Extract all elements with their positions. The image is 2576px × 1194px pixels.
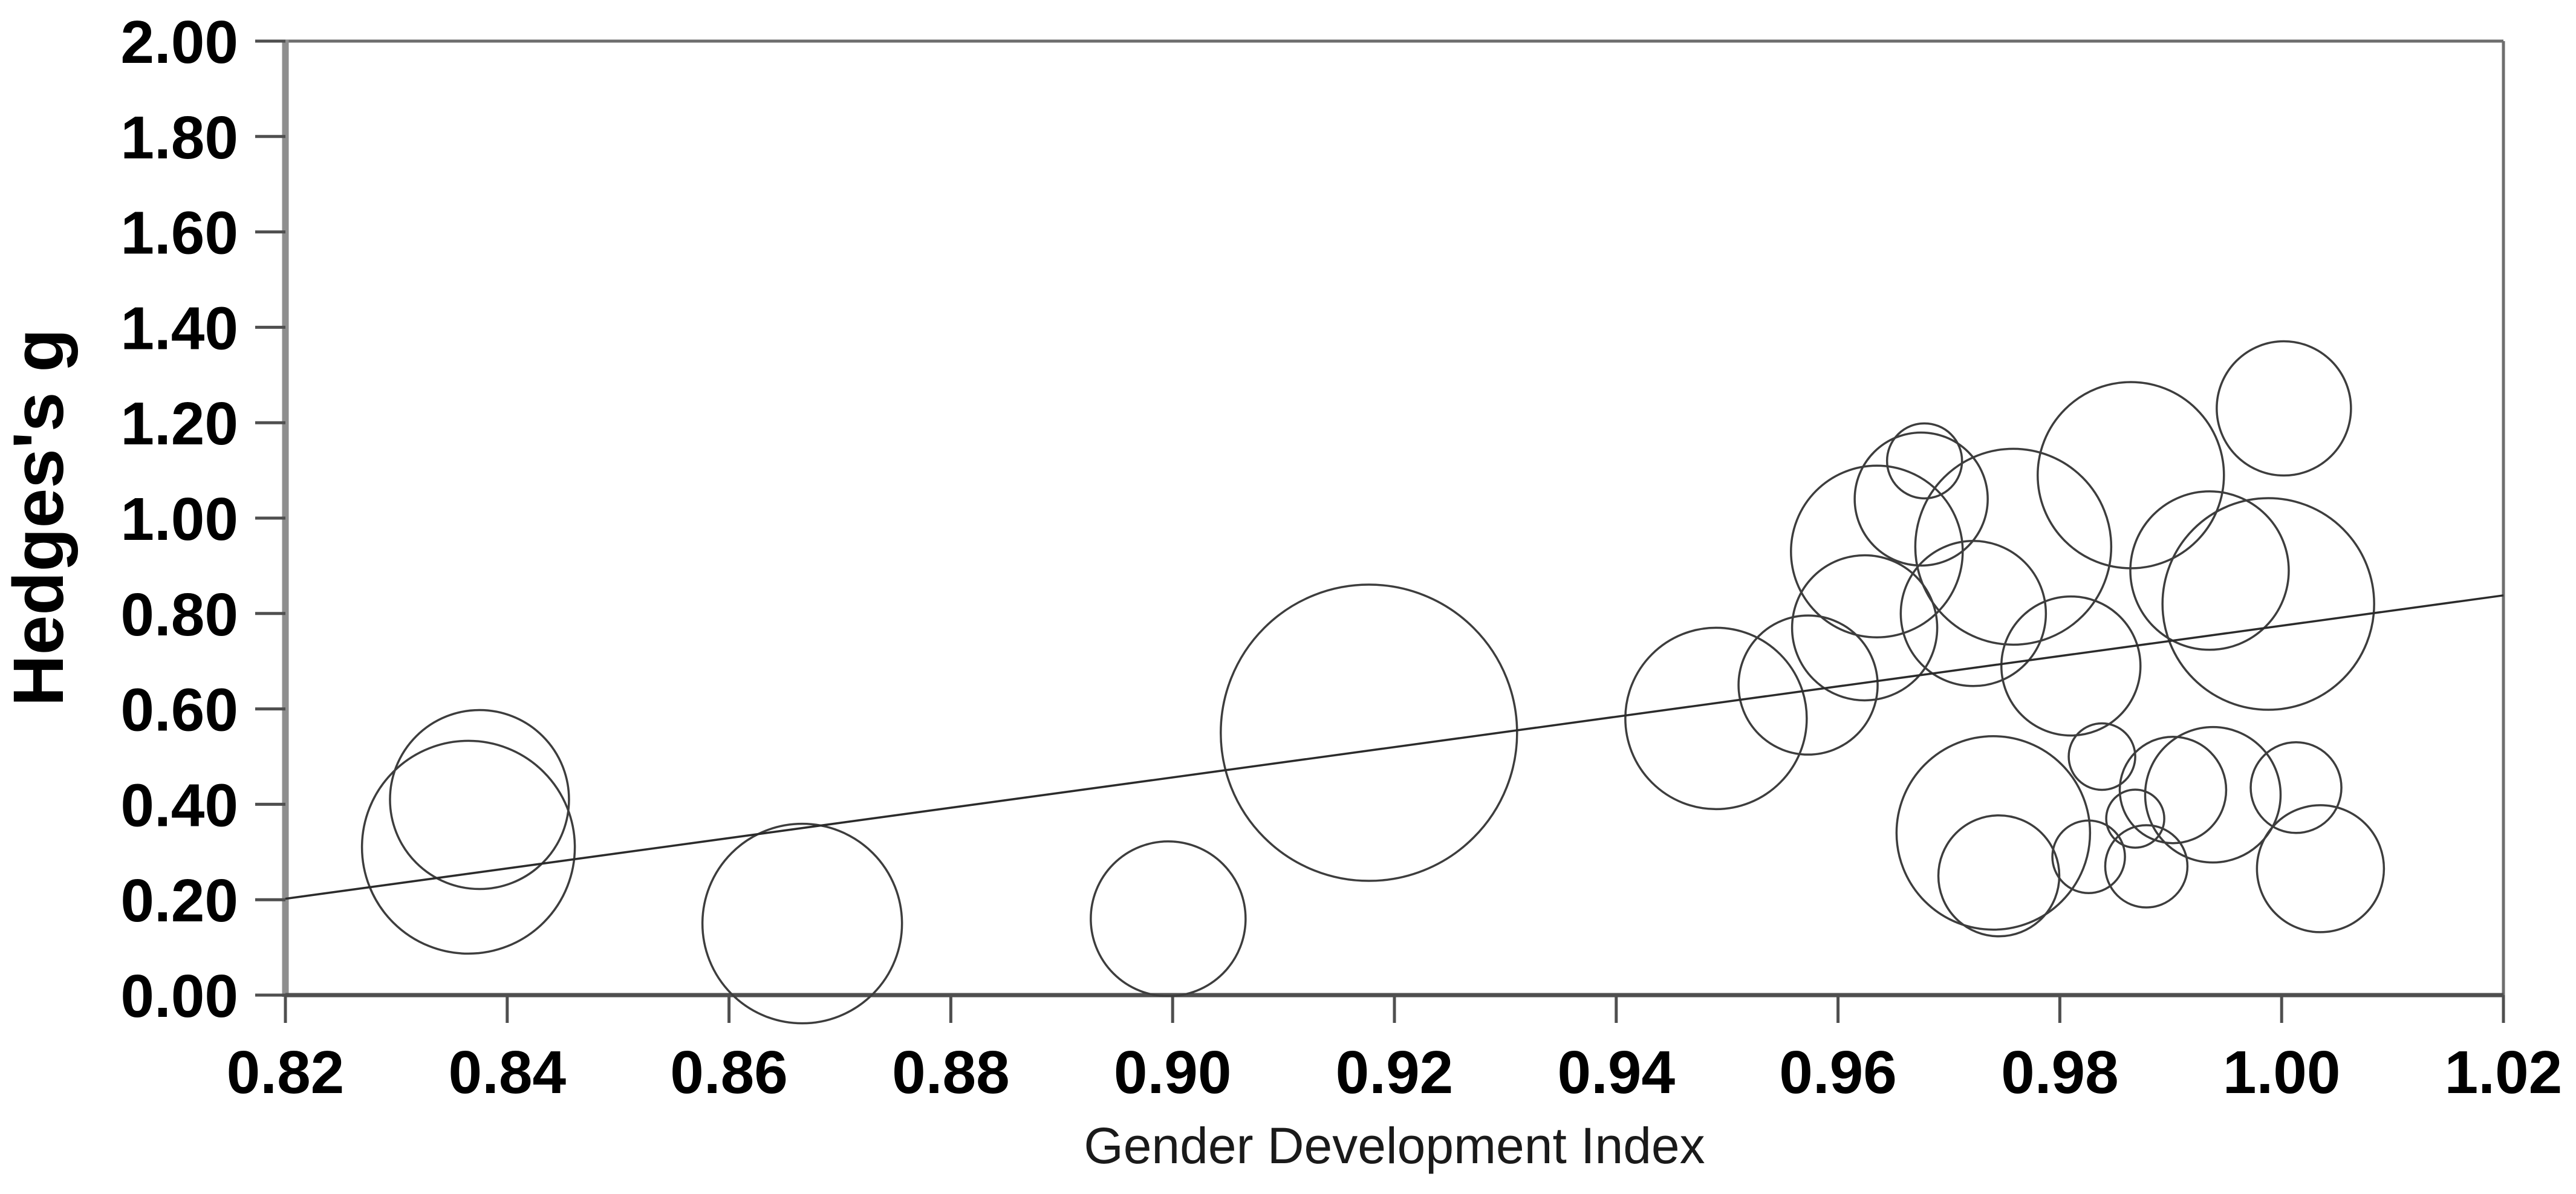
bubble bbox=[2249, 741, 2343, 834]
x-tick-label: 0.86 bbox=[670, 1039, 788, 1106]
y-tick-label: 1.80 bbox=[120, 104, 238, 172]
bubble bbox=[1737, 614, 1879, 756]
bubble bbox=[1220, 583, 1518, 882]
bubble bbox=[1937, 814, 2061, 938]
bubble bbox=[2067, 722, 2136, 791]
regression-line bbox=[285, 594, 2504, 900]
x-tick-label: 0.88 bbox=[892, 1039, 1010, 1106]
axis-tick-labels: 0.00 0.20 0.40 0.60 0.80 1.00 1.20 1.40 1.60 1.80… bbox=[120, 8, 2562, 1106]
bubble bbox=[2161, 497, 2375, 711]
bubble bbox=[2118, 735, 2228, 845]
y-axis-title: Hedges's g bbox=[0, 329, 79, 707]
x-tick-label: 0.90 bbox=[1114, 1039, 1232, 1106]
bubble bbox=[2104, 824, 2189, 909]
bubble bbox=[1895, 735, 2092, 931]
bubble bbox=[2037, 381, 2225, 569]
bubble bbox=[2105, 788, 2165, 849]
bubble bbox=[701, 822, 903, 1025]
y-tick-label: 0.80 bbox=[120, 581, 238, 649]
bubble bbox=[1885, 422, 1963, 500]
bubble bbox=[2129, 490, 2290, 651]
bubble bbox=[1899, 540, 2047, 687]
y-tick-label: 1.00 bbox=[120, 485, 238, 553]
y-tick-label: 2.00 bbox=[120, 8, 238, 76]
bubble bbox=[2000, 595, 2142, 737]
y-tick-label: 0.60 bbox=[120, 676, 238, 744]
x-tick-label: 0.96 bbox=[1779, 1039, 1897, 1106]
bubble bbox=[1853, 431, 1989, 567]
bubble bbox=[2051, 819, 2126, 894]
bubble bbox=[1791, 554, 1939, 702]
x-tick-label: 0.84 bbox=[448, 1039, 566, 1106]
x-axis-title: Gender Development Index bbox=[1084, 1117, 1705, 1174]
x-tick-label: 0.98 bbox=[2001, 1039, 2119, 1106]
bubble bbox=[2144, 725, 2282, 864]
x-tick-label: 0.94 bbox=[1557, 1039, 1675, 1106]
x-tick-label: 1.00 bbox=[2223, 1039, 2341, 1106]
x-tick-label: 0.82 bbox=[227, 1039, 345, 1106]
bubble bbox=[2216, 340, 2352, 477]
y-tick-label: 0.40 bbox=[120, 771, 238, 839]
bubble bbox=[2256, 804, 2386, 933]
y-tick-label: 0.00 bbox=[120, 962, 238, 1030]
bubble-series bbox=[360, 340, 2386, 1025]
bubble bbox=[389, 709, 570, 891]
bubble bbox=[1624, 626, 1808, 811]
y-tick-label: 0.20 bbox=[120, 867, 238, 935]
bubble bbox=[1914, 447, 2113, 646]
y-tick-label: 1.60 bbox=[120, 200, 238, 267]
axis-ticks bbox=[255, 39, 2505, 1023]
bubble bbox=[360, 739, 576, 955]
y-tick-label: 1.20 bbox=[120, 390, 238, 458]
regression-line-group bbox=[285, 594, 2504, 900]
x-tick-label: 1.02 bbox=[2445, 1039, 2563, 1106]
bubble bbox=[1090, 840, 1247, 998]
x-tick-label: 0.92 bbox=[1336, 1039, 1454, 1106]
y-tick-label: 1.40 bbox=[120, 294, 238, 362]
